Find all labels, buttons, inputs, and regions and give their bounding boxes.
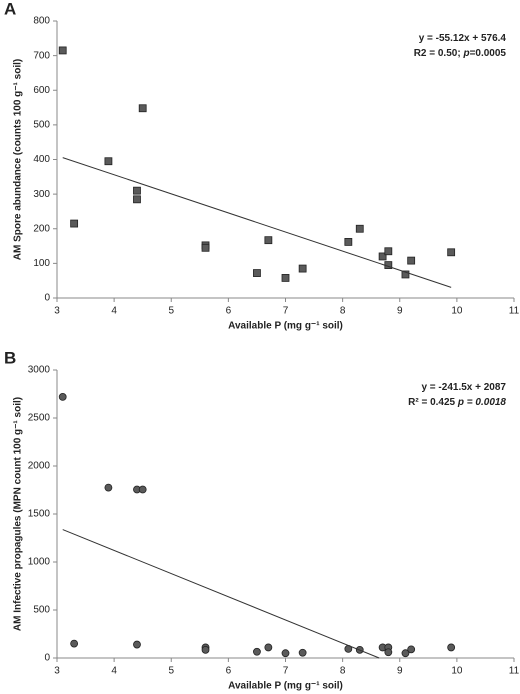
point — [344, 238, 353, 246]
x-tick-label: 3 — [54, 666, 60, 677]
point — [298, 264, 307, 273]
point — [447, 248, 456, 257]
x-tick-label: 9 — [397, 666, 403, 677]
y-axis-title: AM Spore abundance (counts 100 g⁻¹ soil) — [13, 59, 24, 260]
x-axis-title: Available P (mg g⁻¹ soil) — [228, 681, 343, 692]
point — [298, 648, 307, 657]
x-tick-label: 7 — [283, 666, 289, 677]
annotation: y = -241.5x + 2087 — [421, 382, 506, 393]
point — [384, 247, 393, 256]
x-tick-label: 3 — [54, 306, 60, 317]
annotation: R2 = 0.50; p=0.0005 — [414, 48, 507, 59]
x-tick-label: 4 — [111, 306, 117, 317]
y-tick-label: 0 — [44, 653, 50, 664]
point — [138, 485, 147, 494]
point — [401, 649, 410, 658]
annotation-part: p = 0.0018 — [457, 397, 507, 408]
point — [104, 157, 113, 166]
annotation-part: R² = 0.425 — [408, 397, 458, 408]
x-axis-title: Available P (mg g⁻¹ soil) — [228, 321, 343, 332]
x-tick-label: 10 — [451, 306, 463, 317]
point — [133, 186, 141, 195]
y-tick-label: 1000 — [28, 557, 51, 568]
point — [138, 104, 147, 113]
point — [133, 640, 141, 649]
x-tick-label: 5 — [168, 666, 174, 677]
point — [281, 274, 290, 282]
y-tick-label: 2000 — [28, 461, 51, 472]
point — [264, 236, 273, 245]
panel-label: A — [4, 0, 16, 18]
trend-line — [62, 529, 380, 659]
y-tick-label: 500 — [33, 605, 50, 616]
point — [58, 46, 67, 55]
annotation-part: y = -55.12x + 576.4 — [419, 33, 507, 44]
x-tick-label: 6 — [226, 666, 232, 677]
point — [201, 243, 210, 252]
x-tick-label: 8 — [340, 666, 346, 677]
y-tick-label: 100 — [33, 258, 50, 269]
y-tick-label: 700 — [33, 50, 50, 61]
y-axis-title: AM Infective propagules (MPN count 100 g… — [13, 397, 24, 631]
point — [253, 647, 261, 656]
point — [133, 195, 141, 204]
x-tick-label: 11 — [509, 666, 520, 677]
y-tick-label: 2500 — [28, 413, 51, 424]
point — [253, 269, 261, 277]
annotation: y = -55.12x + 576.4 — [419, 33, 507, 44]
point — [201, 645, 210, 654]
y-tick-label: 500 — [33, 120, 50, 131]
x-tick-label: 7 — [283, 306, 289, 317]
point — [70, 219, 79, 228]
y-tick-label: 200 — [33, 223, 50, 234]
annotation-part: R2 = 0.50; — [414, 48, 464, 59]
annotation: R² = 0.425 p = 0.0018 — [408, 397, 506, 408]
y-tick-label: 3000 — [28, 365, 51, 376]
y-tick-label: 800 — [33, 16, 50, 27]
trend-line — [62, 157, 452, 288]
y-tick-label: 400 — [33, 154, 50, 165]
point — [104, 483, 113, 492]
x-tick-label: 11 — [509, 306, 520, 317]
x-tick-label: 5 — [168, 306, 174, 317]
point — [264, 643, 273, 652]
point — [384, 648, 393, 657]
point — [58, 392, 67, 401]
annotation-part: =0.0005 — [470, 48, 507, 59]
point — [407, 256, 416, 265]
x-tick-label: 6 — [226, 306, 232, 317]
point — [70, 639, 79, 648]
panel-label: B — [4, 348, 16, 367]
point — [401, 270, 410, 279]
x-tick-label: 10 — [451, 666, 463, 677]
x-tick-label: 9 — [397, 306, 403, 317]
x-tick-label: 8 — [340, 306, 346, 317]
annotation-part: p — [462, 48, 469, 59]
point — [281, 649, 290, 658]
point — [355, 224, 364, 233]
x-tick-label: 4 — [111, 666, 117, 677]
point — [378, 252, 387, 261]
y-tick-label: 300 — [33, 189, 50, 200]
y-tick-label: 600 — [33, 85, 50, 96]
annotation-part: y = -241.5x + 2087 — [421, 382, 506, 393]
y-tick-label: 1500 — [28, 509, 51, 520]
point — [407, 645, 416, 654]
y-tick-label: 0 — [44, 293, 50, 304]
point — [447, 643, 456, 652]
